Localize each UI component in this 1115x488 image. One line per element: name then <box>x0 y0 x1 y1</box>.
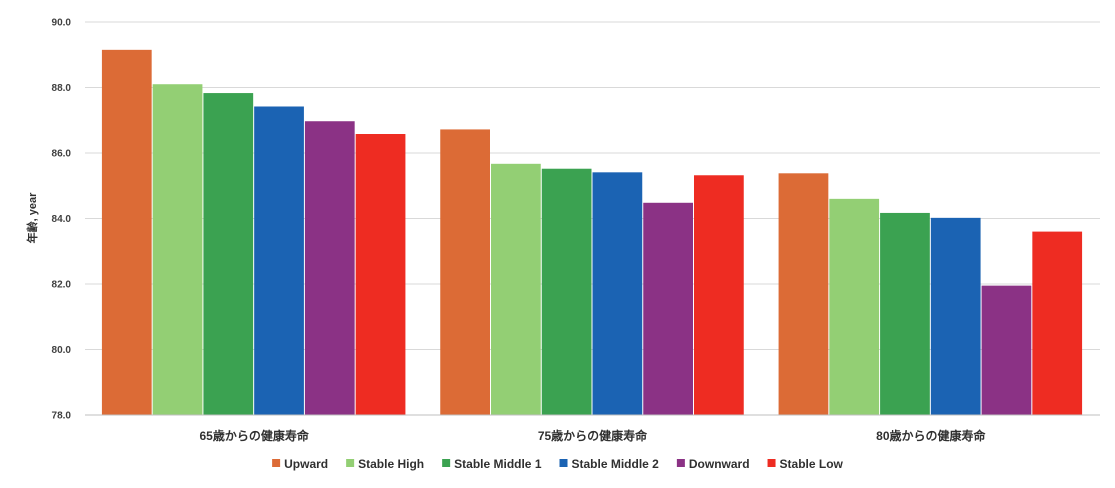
legend-item: Stable High <box>346 457 424 471</box>
bar-stable-high <box>829 198 880 415</box>
bar-upward <box>778 173 829 415</box>
y-tick-label: 84.0 <box>52 214 72 225</box>
legend-item: Downward <box>676 457 750 471</box>
legend-swatch <box>442 459 451 467</box>
bar-upward <box>440 129 490 416</box>
legend-swatch <box>767 459 776 467</box>
bar-downward <box>981 285 1032 415</box>
bar-downward <box>643 202 693 415</box>
bar-stable-middle-2 <box>930 217 981 415</box>
legend-label: Upward <box>284 457 328 471</box>
category-labels: 65歳からの健康寿命 75歳からの健康寿命 80歳からの健康寿命 <box>199 428 986 443</box>
legend-swatch <box>346 459 355 467</box>
legend-item: Stable Middle 1 <box>442 457 542 471</box>
legend-label: Stable Middle 1 <box>454 457 542 471</box>
bar-stable-middle-2 <box>254 106 304 416</box>
legend-item: Upward <box>272 457 328 471</box>
bars <box>101 49 1083 416</box>
bar-stable-middle-1 <box>880 212 930 415</box>
y-tick-label: 80.0 <box>52 345 72 356</box>
bar-upward <box>101 49 152 416</box>
bar-downward <box>304 121 355 416</box>
legend-label: Stable Low <box>780 457 844 471</box>
x-category-label: 65歳からの健康寿命 <box>199 428 309 443</box>
y-tick-label: 90.0 <box>52 18 72 29</box>
x-category-label: 75歳からの健康寿命 <box>538 428 648 443</box>
bar-stable-middle-1 <box>203 93 254 415</box>
legend-label: Stable Middle 2 <box>572 457 660 471</box>
legend-item: Stable Low <box>767 457 844 471</box>
bar-stable-low <box>694 175 744 415</box>
bar-stable-low <box>1032 231 1083 415</box>
bar-stable-middle-2 <box>592 172 643 415</box>
bar-stable-middle-1 <box>541 168 592 415</box>
legend-label: Downward <box>689 457 750 471</box>
bar-stable-high <box>152 84 203 415</box>
y-tick-label: 82.0 <box>52 280 72 291</box>
bar-stable-low <box>355 134 406 415</box>
y-axis-ticks: 78.0 80.0 82.0 84.0 86.0 88.0 90.0 <box>52 18 72 422</box>
legend: Upward Stable High Stable Middle 1 Stable M… <box>272 457 844 471</box>
legend-swatch <box>676 459 685 467</box>
legend-item: Stable Middle 2 <box>559 457 660 471</box>
y-tick-label: 86.0 <box>52 149 72 160</box>
y-axis-label: 年齢, year <box>25 192 39 243</box>
y-tick-label: 88.0 <box>52 83 72 94</box>
legend-swatch <box>272 459 281 467</box>
bar-stable-high <box>491 163 541 415</box>
y-tick-label: 78.0 <box>52 411 72 422</box>
x-category-label: 80歳からの健康寿命 <box>876 428 986 443</box>
legend-swatch <box>559 459 568 467</box>
legend-label: Stable High <box>358 457 424 471</box>
